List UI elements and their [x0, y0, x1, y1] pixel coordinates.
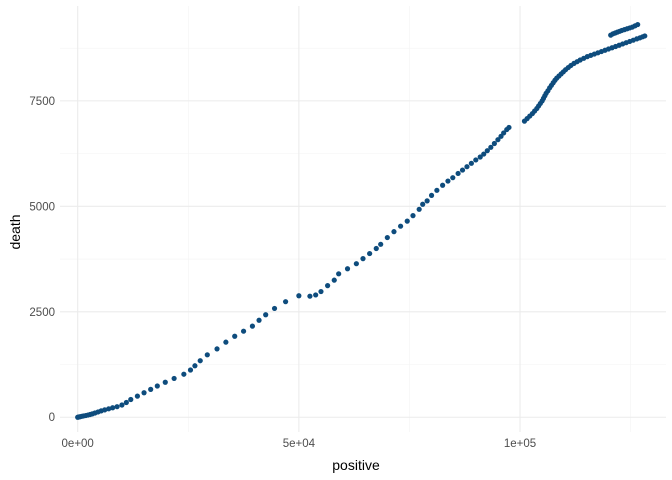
data-point	[397, 223, 404, 229]
data-point	[464, 164, 470, 170]
data-point	[391, 229, 397, 235]
data-point	[410, 213, 416, 219]
data-point	[256, 317, 262, 323]
data-point	[148, 386, 154, 392]
data-point	[162, 379, 168, 385]
data-point	[282, 299, 289, 305]
data-point	[128, 396, 134, 403]
data-point	[491, 140, 497, 147]
data-point	[416, 206, 422, 212]
data-point	[484, 148, 490, 154]
data-point	[192, 363, 198, 369]
data-point	[110, 405, 116, 411]
data-point	[424, 198, 430, 204]
y-tick-label: 7500	[29, 96, 55, 108]
data-point	[102, 407, 108, 413]
data-point	[642, 33, 648, 39]
data-point	[181, 371, 187, 377]
x-axis-tick-labels: 0e+00 5e+04 1e+05	[62, 438, 537, 450]
data-point	[204, 352, 210, 358]
data-point	[434, 187, 440, 193]
x-tick-label: 0e+00	[62, 438, 94, 450]
data-point	[420, 201, 426, 207]
data-point	[488, 144, 494, 150]
y-tick-label: 0	[49, 412, 55, 424]
data-point	[373, 245, 379, 252]
data-point	[197, 358, 203, 364]
data-point	[384, 234, 390, 241]
data-point	[353, 261, 359, 267]
data-points	[75, 21, 648, 420]
y-axis-title: death	[7, 214, 23, 249]
data-point	[223, 339, 229, 345]
data-point	[240, 328, 247, 334]
data-point	[344, 266, 351, 272]
data-point	[134, 393, 141, 399]
data-point	[477, 154, 483, 160]
data-point	[271, 305, 278, 312]
data-point	[468, 160, 474, 166]
data-point	[367, 250, 373, 257]
y-axis-tick-labels: 0 2500 5000 7500	[29, 96, 55, 424]
data-point	[495, 137, 501, 143]
data-point	[445, 178, 451, 184]
data-point	[501, 130, 507, 136]
data-point	[481, 151, 487, 157]
data-point	[450, 175, 456, 181]
data-point	[506, 124, 512, 131]
data-point	[318, 288, 324, 295]
data-point	[473, 157, 479, 163]
data-point	[106, 406, 112, 412]
data-point	[459, 167, 466, 173]
data-point	[440, 182, 446, 188]
data-point	[428, 192, 435, 198]
x-tick-label: 1e+05	[504, 438, 536, 450]
data-point	[378, 241, 384, 247]
data-point	[635, 21, 641, 28]
data-point	[313, 292, 319, 298]
data-point	[263, 312, 269, 318]
x-axis-title: positive	[332, 457, 380, 473]
data-point	[455, 170, 461, 177]
data-point	[119, 402, 125, 408]
data-point	[360, 256, 366, 262]
data-point	[325, 283, 331, 289]
y-tick-label: 2500	[29, 307, 55, 319]
data-point	[307, 293, 313, 299]
data-point	[336, 271, 342, 277]
x-tick-label: 5e+04	[283, 438, 316, 450]
major-gridlines	[60, 6, 666, 432]
data-point	[232, 333, 238, 339]
data-point	[296, 293, 302, 299]
data-point	[404, 218, 410, 224]
data-point	[154, 383, 160, 389]
y-tick-label: 5000	[29, 201, 55, 213]
data-point	[214, 346, 220, 352]
data-point	[249, 323, 256, 329]
data-point	[123, 399, 129, 406]
data-point	[187, 367, 194, 373]
data-point	[141, 390, 147, 396]
data-point	[171, 375, 177, 382]
data-point	[331, 277, 337, 283]
data-point	[114, 404, 120, 410]
